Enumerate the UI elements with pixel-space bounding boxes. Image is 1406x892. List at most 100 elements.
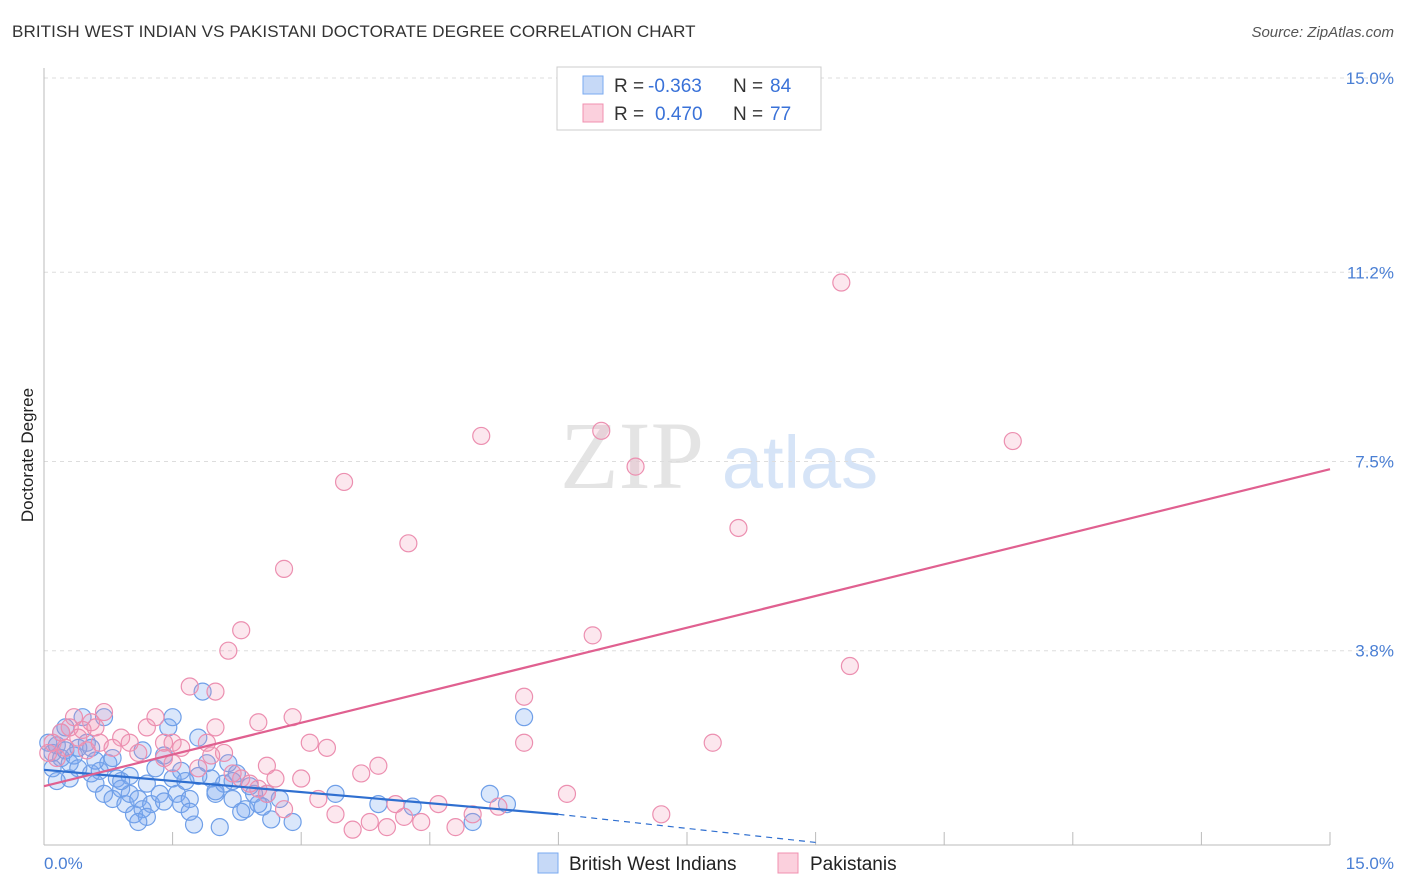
bottom-legend-label-blue: British West Indians [569,854,737,875]
series-pakistanis [39,273,1022,839]
data-point-pakistani [257,756,277,775]
data-point-pakistani [377,818,397,837]
y-tick-label: 3.8% [1355,642,1394,661]
data-point-pakistani [832,273,851,292]
gridlines [44,77,1394,652]
legend-n-label-blue: N = [733,76,763,97]
data-point-pakistani [352,764,371,783]
data-point-british-west-indian [180,802,199,821]
data-point-pakistani [412,812,431,832]
data-point-pakistani [515,687,534,706]
data-point-pakistani [369,756,388,775]
bottom-legend-label-pink: Pakistanis [810,854,897,875]
y-tick-label: 7.5% [1355,453,1394,472]
data-point-pakistani [146,708,165,727]
data-point-british-west-indian [163,708,182,727]
data-point-british-west-indian [262,810,281,829]
y-tick-labels: 3.8% 7.5% 11.2% 15.0% [1346,69,1394,661]
data-point-pakistani [180,677,199,696]
data-point-british-west-indian [283,812,302,832]
data-point-british-west-indian [180,789,199,809]
data-point-british-west-indian [219,754,238,773]
data-point-pakistani [39,743,58,763]
data-point-pakistani [73,720,92,740]
series-legend: British West Indians Pakistanis [537,852,897,875]
data-point-pakistani [249,713,268,732]
x-axis-ticks [43,832,1331,845]
source-credit: Source: ZipAtlas.com [1251,24,1394,41]
data-point-pakistani [729,518,748,538]
data-point-pakistani [206,682,225,701]
data-point-british-west-indian [94,784,114,803]
data-point-pakistani [223,764,242,783]
legend-n-value-pink: 77 [770,104,791,125]
data-point-pakistani [515,733,534,752]
data-point-pakistani [189,759,208,778]
legend-r-value-pink: 0.470 [655,104,703,125]
data-point-pakistani [56,738,75,757]
data-point-pakistani [583,626,602,645]
legend-r-value-blue: -0.363 [648,76,702,97]
data-point-british-west-indian [189,728,208,747]
correlation-legend: R = -0.363 N = 84 R = 0.470 N = 77 [556,66,822,131]
data-point-pakistani [129,743,148,763]
data-point-pakistani [399,534,418,553]
data-point-british-west-indian [206,782,225,801]
data-point-pakistani [446,818,465,837]
y-tick-label: 15.0% [1346,69,1394,88]
data-point-pakistani [317,738,337,757]
data-point-pakistani [386,794,405,814]
data-point-pakistani [360,812,379,832]
legend-swatch-pink [582,103,604,123]
legend-n-label-pink: N = [733,104,763,125]
data-point-pakistani [1003,431,1022,451]
data-point-british-west-indian [223,789,242,809]
data-point-pakistani [163,733,182,752]
data-point-british-west-indian [189,766,208,786]
trendline-british-west-indians [43,768,559,816]
chart-title: BRITISH WEST INDIAN VS PAKISTANI DOCTORA… [12,22,696,41]
data-point-pakistani [652,805,671,824]
data-point-pakistani [626,457,645,476]
data-point-british-west-indian [120,784,139,803]
watermark-atlas: atlas [722,421,878,504]
data-point-british-west-indian [515,708,534,727]
data-point-british-west-indian [232,802,251,821]
watermark-zip: ZIP [560,402,704,509]
legend-r-label-pink: R = [614,104,644,125]
data-point-pakistani [334,472,354,492]
data-point-pakistani [274,800,294,819]
data-point-pakistani [274,559,294,578]
data-point-pakistani [206,718,225,737]
data-point-pakistani [840,656,859,676]
y-axis-label: Doctorate Degree [18,388,37,522]
legend-swatch-blue [582,75,604,95]
legend-r-label-blue: R = [614,76,644,97]
data-point-british-west-indian [129,812,148,832]
data-point-pakistani [292,769,311,788]
data-point-pakistani [326,805,345,824]
x-tick-label-max: 15.0% [1346,854,1394,873]
data-point-british-west-indian [103,748,122,768]
data-point-pakistani [703,733,722,752]
data-point-pakistani [472,426,491,446]
data-point-pakistani [343,820,362,839]
trendlines [43,468,1331,844]
x-tick-label-min: 0.0% [44,854,83,873]
data-point-pakistani [202,746,221,765]
data-point-british-west-indian [137,807,156,826]
data-point-pakistani [64,708,84,727]
data-point-british-west-indian [463,812,482,832]
y-tick-label: 11.2% [1347,263,1394,282]
data-point-british-west-indian [480,784,499,803]
data-point-pakistani [557,784,577,803]
data-point-pakistani [112,728,131,747]
bottom-legend-swatch-blue [537,852,559,874]
bottom-legend-swatch-pink [777,852,799,874]
data-point-pakistani [489,797,508,816]
data-point-pakistani [266,769,285,788]
legend-n-value-blue: 84 [770,76,792,97]
data-point-pakistani [394,807,414,826]
trendline-pakistanis [43,468,1331,788]
